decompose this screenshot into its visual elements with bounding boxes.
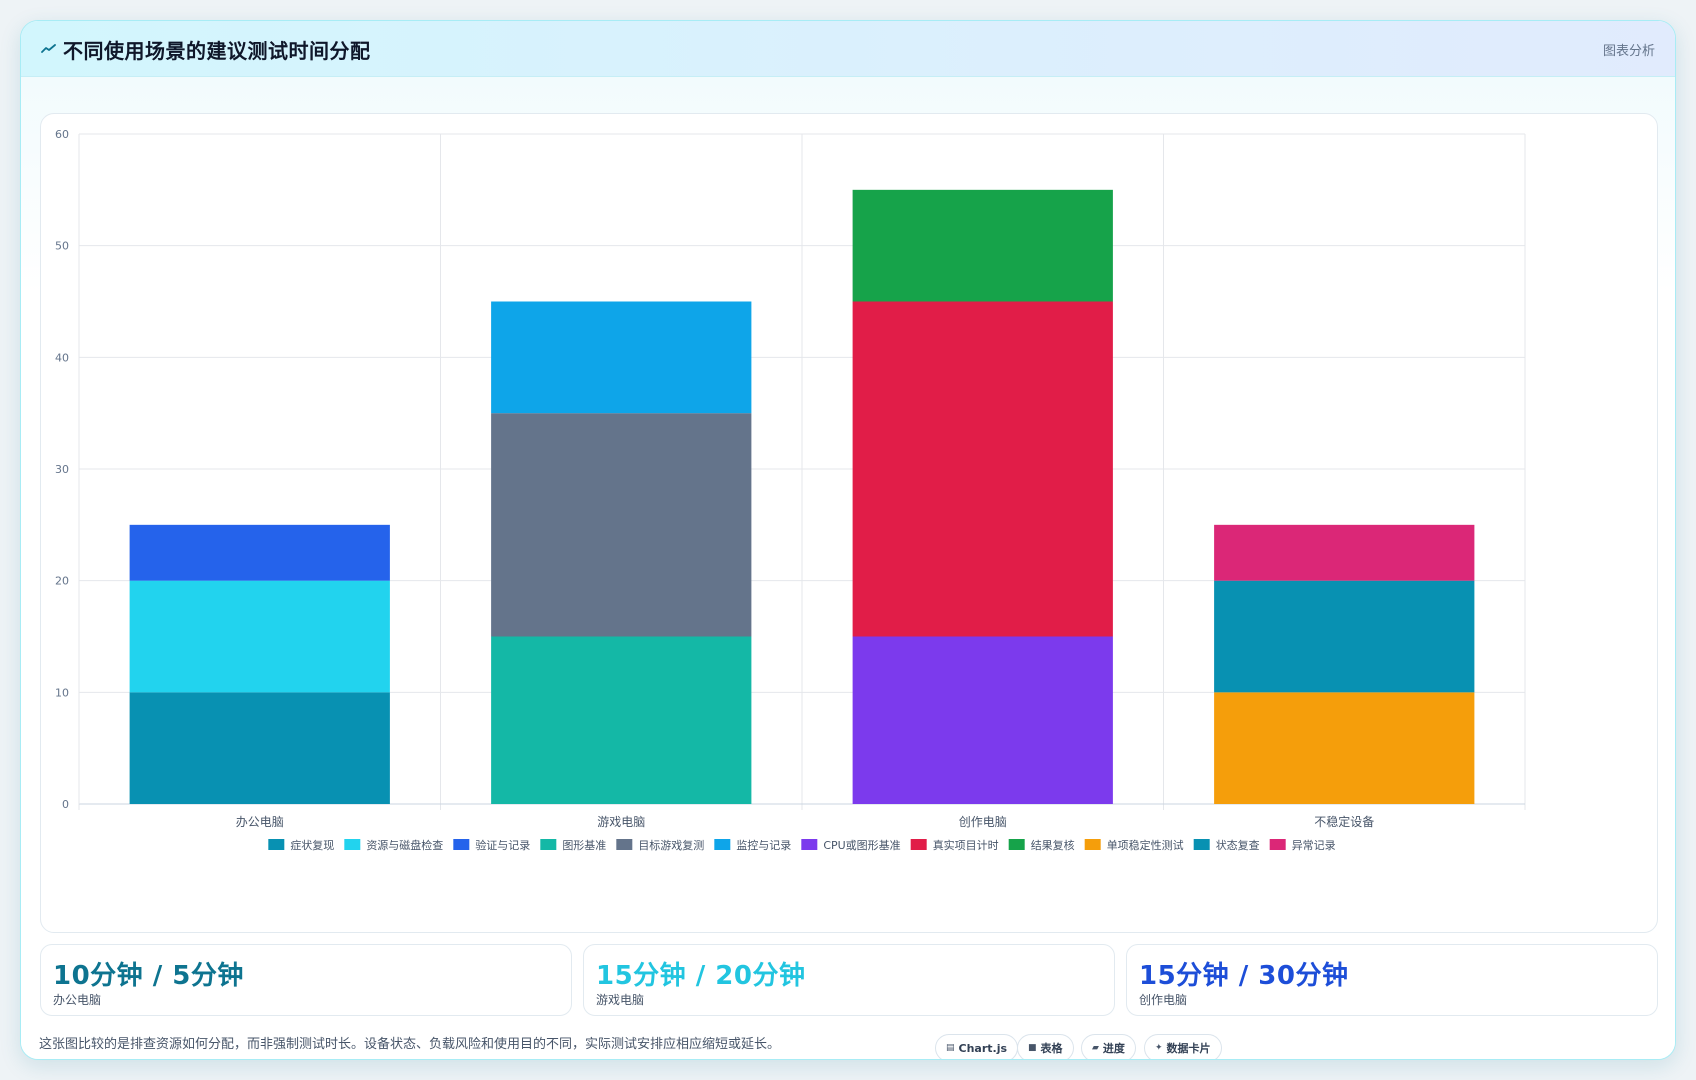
bar-segment [129,692,390,804]
x-tick-label: 创作电脑 [959,815,1007,829]
bar-segment [1214,580,1475,693]
stat-value: 10分钟 / 5分钟 [53,961,244,991]
legend-label: 症状复现 [290,838,334,852]
legend-label: 单项稳定性测试 [1107,838,1184,852]
chart-card: 0 10 20 30 40 50 60 办公电脑 游戏电脑 创作电脑 不稳定设备症状复现 资源与磁盘检… [40,113,1658,933]
panel-header: 不同使用场景的建议测试时间分配 图表分析 [21,21,1675,77]
bar-segment [1214,524,1475,581]
y-tick-label: 30 [55,463,69,476]
y-tick-label: 40 [55,351,69,364]
legend-swatch [268,839,285,850]
footer-note: 这张图比较的是排查资源如何分配，而非强制测试时长。设备状态、负载风险和使用目的不… [39,1037,781,1052]
legend-label: 验证与记录 [475,838,530,852]
legend-label: 目标游戏复测 [638,838,704,852]
stat-label: 创作电脑 [1139,993,1188,1007]
stat-card-office: 10分钟 / 5分钟 办公电脑 [40,944,572,1016]
panel-body: 0 10 20 30 40 50 60 办公电脑 游戏电脑 创作电脑 不稳定设备 症状复现 资源与磁盘检… [21,77,1675,1059]
legend-swatch [714,839,731,850]
bar-segment [491,636,752,804]
legend-swatch [1084,839,1101,850]
legend-label: 真实项目计时 [933,838,999,852]
stat-value: 15分钟 / 30分钟 [1139,961,1349,991]
bar-segment [852,301,1113,637]
legend-swatch [616,839,633,850]
bar-segment [129,524,390,581]
x-tick-label: 不稳定设备 [1314,814,1374,829]
bar-segment [129,580,390,693]
legend-label: CPU或图形基准 [823,839,900,852]
legend-swatch [801,839,818,850]
chip-table[interactable]: ■ 表格 [1017,1034,1074,1059]
legend-swatch [1008,839,1025,850]
table-icon: ■ [1028,1043,1037,1053]
y-tick-label: 0 [62,798,69,811]
chart-panel: 不同使用场景的建议测试时间分配 图表分析 0 10 20 30 40 50 60 办公电脑 游戏… [20,20,1676,1060]
chip-data-cards[interactable]: ✦ 数据卡片 [1144,1034,1222,1059]
legend-swatch [1269,839,1286,850]
progress-icon: ▰ [1092,1043,1099,1053]
legend-swatch [540,839,557,850]
legend-swatch [453,839,470,850]
bar-segment [491,301,752,414]
legend-swatch [1193,839,1210,850]
stat-label: 办公电脑 [53,993,102,1007]
y-tick-label: 10 [55,686,69,699]
chart-icon: ▤ [946,1043,955,1053]
chip-label: 数据卡片 [1166,1042,1211,1055]
x-tick-label: 办公电脑 [236,814,284,829]
legend-label: 结果复核 [1031,838,1075,852]
bar-segment [491,413,752,637]
legend-label: 资源与磁盘检查 [366,838,443,852]
bar-segment [852,636,1113,804]
chip-label: 表格 [1040,1042,1063,1055]
stat-card-creative: 15分钟 / 30分钟 创作电脑 [1126,944,1658,1016]
legend-swatch [344,839,361,850]
chip-chartjs[interactable]: ▤ Chart.js [935,1034,1019,1059]
legend-label: 图形基准 [562,839,606,852]
trend-line-icon [41,44,56,53]
y-tick-label: 60 [55,128,69,141]
stat-value: 15分钟 / 20分钟 [596,961,806,991]
chip-progress[interactable]: ▰ 进度 [1081,1034,1136,1059]
stat-card-gaming: 15分钟 / 20分钟 游戏电脑 [583,944,1115,1016]
chip-label: 进度 [1102,1042,1125,1055]
legend-label: 状态复查 [1216,838,1260,852]
legend-label: 异常记录 [1292,839,1336,852]
chip-label: Chart.js [958,1041,1008,1055]
legend-label: 监控与记录 [736,838,791,852]
chart-analysis-tag: 图表分析 [1602,44,1655,59]
x-tick-label: 游戏电脑 [597,815,645,829]
y-tick-label: 20 [55,575,69,588]
legend-swatch [910,839,927,850]
sparkle-icon: ✦ [1155,1043,1163,1053]
bar-segment [852,189,1113,302]
y-tick-label: 50 [55,240,69,253]
bar-segment [1214,692,1475,804]
page-title: 不同使用场景的建议测试时间分配 [63,39,371,63]
stat-label: 游戏电脑 [596,993,645,1007]
